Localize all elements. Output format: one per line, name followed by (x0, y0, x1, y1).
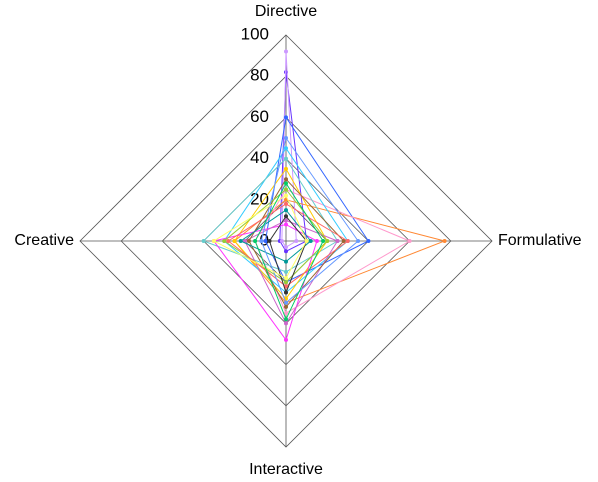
data-point (284, 249, 288, 254)
data-point (284, 284, 288, 289)
data-point (335, 239, 340, 243)
data-point (284, 146, 288, 151)
data-point (284, 208, 288, 213)
data-point (284, 201, 288, 206)
data-point (284, 193, 288, 198)
data-point (259, 239, 264, 243)
data-point (284, 269, 288, 274)
data-point (284, 259, 288, 264)
data-point (284, 181, 288, 186)
data-point (284, 187, 288, 192)
data-point (284, 300, 288, 305)
data-point (294, 239, 299, 243)
data-point (284, 115, 288, 120)
data-point (284, 136, 288, 140)
data-point (341, 239, 346, 243)
data-point (232, 239, 237, 243)
axis-label: Formulative (498, 232, 582, 249)
data-point (238, 239, 243, 243)
data-point (284, 222, 288, 227)
data-point (366, 239, 371, 243)
data-point (325, 239, 330, 243)
data-point (284, 290, 288, 295)
data-point (284, 156, 288, 161)
data-point (284, 49, 288, 54)
data-point (201, 239, 206, 243)
y-tick-label: 20 (250, 189, 269, 208)
data-point (442, 239, 447, 243)
data-point (284, 321, 288, 326)
data-point (253, 239, 258, 243)
data-point (308, 239, 313, 243)
data-point (407, 239, 412, 243)
data-point (211, 239, 216, 243)
data-point (284, 317, 288, 322)
data-point (222, 239, 227, 243)
data-point (304, 239, 309, 243)
y-tick-label: 40 (250, 148, 269, 167)
data-point (284, 304, 288, 309)
data-point (226, 239, 231, 243)
data-point (284, 280, 288, 285)
data-point (345, 239, 350, 243)
data-point (284, 218, 288, 223)
y-tick-label: 100 (241, 24, 269, 43)
data-point (284, 276, 288, 281)
axis-label: Directive (255, 3, 317, 20)
data-point (284, 177, 288, 182)
data-point (267, 239, 272, 243)
data-point (284, 245, 288, 250)
data-point (356, 239, 361, 243)
data-point (284, 166, 288, 171)
data-point (246, 239, 251, 243)
y-tick-label: 80 (250, 66, 269, 85)
data-point (279, 239, 284, 243)
data-point (284, 214, 288, 219)
axis-label: Interactive (249, 461, 323, 478)
data-point (263, 239, 268, 243)
data-point (284, 337, 288, 342)
data-point (284, 311, 288, 316)
axis-label: Creative (14, 232, 74, 249)
data-point (321, 239, 326, 243)
data-point (314, 239, 319, 243)
y-tick-label: 60 (250, 107, 269, 126)
